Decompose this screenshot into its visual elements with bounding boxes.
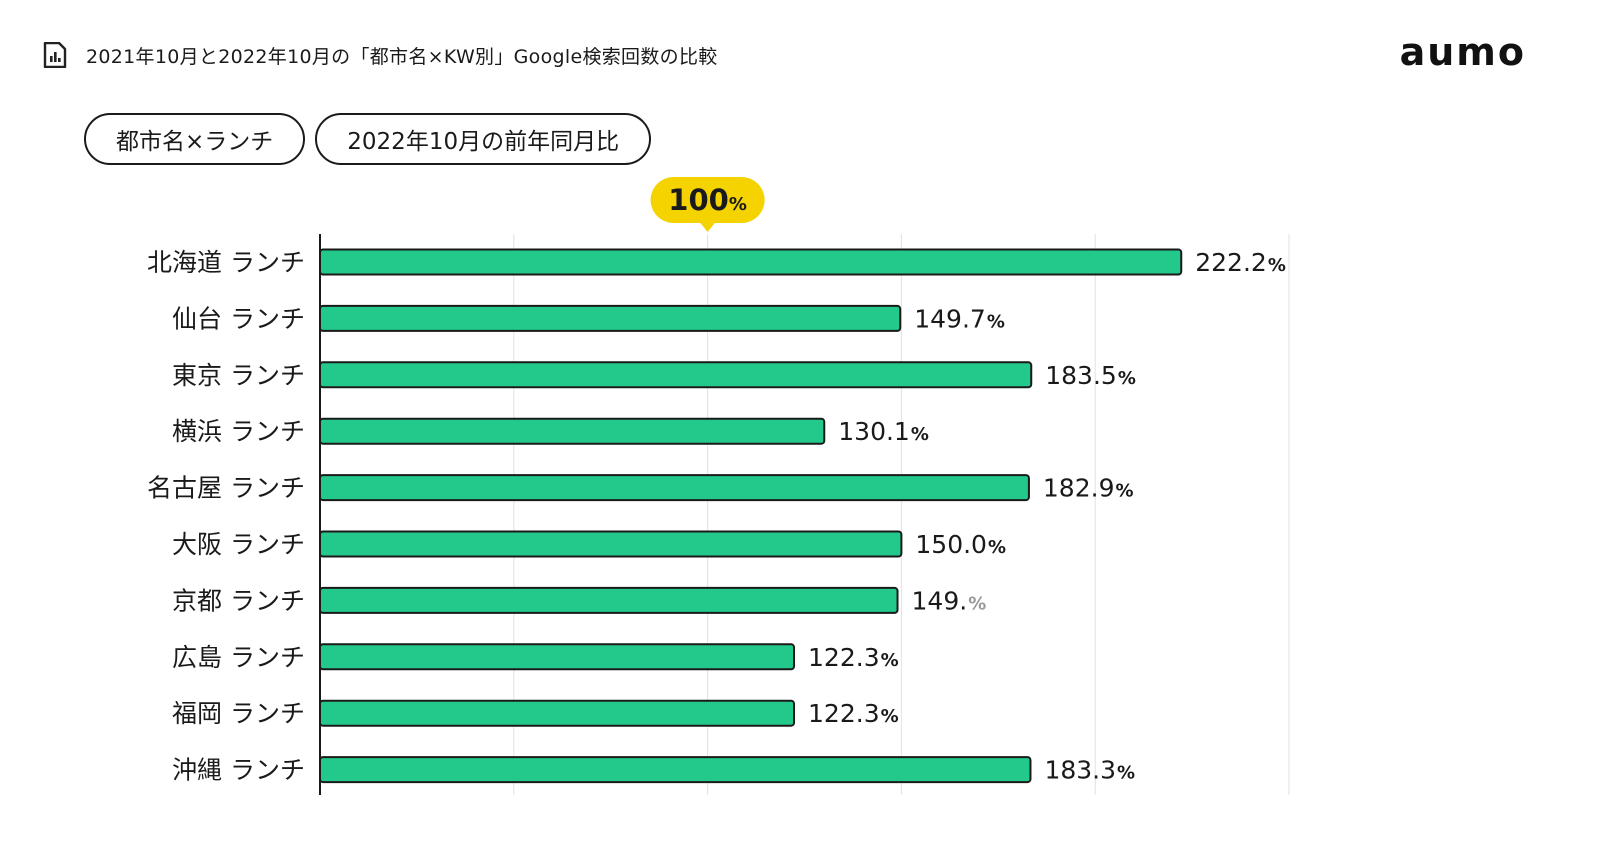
value-unit: % xyxy=(1115,481,1133,502)
category-label: 北海道 ランチ xyxy=(147,248,305,277)
bar xyxy=(319,248,1183,276)
value-label: 149.7% xyxy=(914,304,1005,333)
bar xyxy=(319,417,826,445)
bar xyxy=(319,304,902,332)
category-label: 大阪 ランチ xyxy=(172,530,305,559)
reference-marker-unit: % xyxy=(729,194,747,215)
value-unit: % xyxy=(988,537,1006,558)
value-unit: % xyxy=(881,706,899,727)
value-number: 222.2 xyxy=(1195,248,1267,277)
bar xyxy=(319,586,899,614)
value-unit: % xyxy=(1117,763,1135,784)
period-chip[interactable]: 2022年10月の前年同月比 xyxy=(315,113,652,165)
category-label: 東京 ランチ xyxy=(172,361,305,390)
bar xyxy=(319,756,1032,784)
keyword-chip[interactable]: 都市名×ランチ xyxy=(84,113,306,165)
category-label: 横浜 ランチ xyxy=(172,417,305,446)
value-label: 150.0% xyxy=(915,530,1006,559)
reference-marker-label: 100% xyxy=(668,183,747,217)
reference-marker-value: 100 xyxy=(668,183,729,217)
value-number: 149. xyxy=(912,586,968,615)
chart-header: 2021年10月と2022年10月の「都市名×KW別」Google検索回数の比較 xyxy=(42,38,718,72)
brand-logo: aumo xyxy=(1399,30,1526,74)
value-label: 222.2% xyxy=(1195,248,1286,277)
value-number: 122.3 xyxy=(808,699,880,728)
category-label: 広島 ランチ xyxy=(172,643,305,672)
value-unit: % xyxy=(1118,368,1136,389)
page-title: 2021年10月と2022年10月の「都市名×KW別」Google検索回数の比較 xyxy=(86,45,718,68)
value-number: 130.1 xyxy=(838,417,910,446)
bar xyxy=(319,361,1033,389)
bar xyxy=(319,643,796,671)
value-unit: % xyxy=(987,311,1005,332)
value-number: 183.5 xyxy=(1045,361,1117,390)
value-number: 122.3 xyxy=(808,643,880,672)
value-label: 183.3% xyxy=(1044,756,1135,785)
value-label: 122.3% xyxy=(808,643,899,672)
reference-marker-bubble xyxy=(650,177,765,223)
value-unit: % xyxy=(968,593,986,614)
value-label: 122.3% xyxy=(808,699,899,728)
category-label: 福岡 ランチ xyxy=(172,699,305,728)
value-number: 183.3 xyxy=(1044,756,1116,785)
value-label: 130.1% xyxy=(838,417,929,446)
value-unit: % xyxy=(881,650,899,671)
bar-chart-report-icon xyxy=(43,42,67,68)
category-label: 京都 ランチ xyxy=(172,586,305,615)
category-label: 名古屋 ランチ xyxy=(147,474,305,503)
bar xyxy=(319,530,903,558)
value-unit: % xyxy=(1268,255,1286,276)
value-label: 182.9% xyxy=(1043,474,1134,503)
value-number: 150.0 xyxy=(915,530,987,559)
bar xyxy=(319,474,1030,502)
bar xyxy=(319,699,796,727)
value-number: 149.7 xyxy=(914,304,986,333)
value-label: 183.5% xyxy=(1045,361,1136,390)
category-label: 沖縄 ランチ xyxy=(172,756,305,785)
value-unit: % xyxy=(911,424,929,445)
value-label: 149.% xyxy=(912,586,987,615)
reference-marker-pointer xyxy=(699,222,716,232)
value-number: 182.9 xyxy=(1043,474,1115,503)
filter-chips: 都市名×ランチ 2022年10月の前年同月比 xyxy=(84,113,652,165)
category-label: 仙台 ランチ xyxy=(172,304,305,333)
